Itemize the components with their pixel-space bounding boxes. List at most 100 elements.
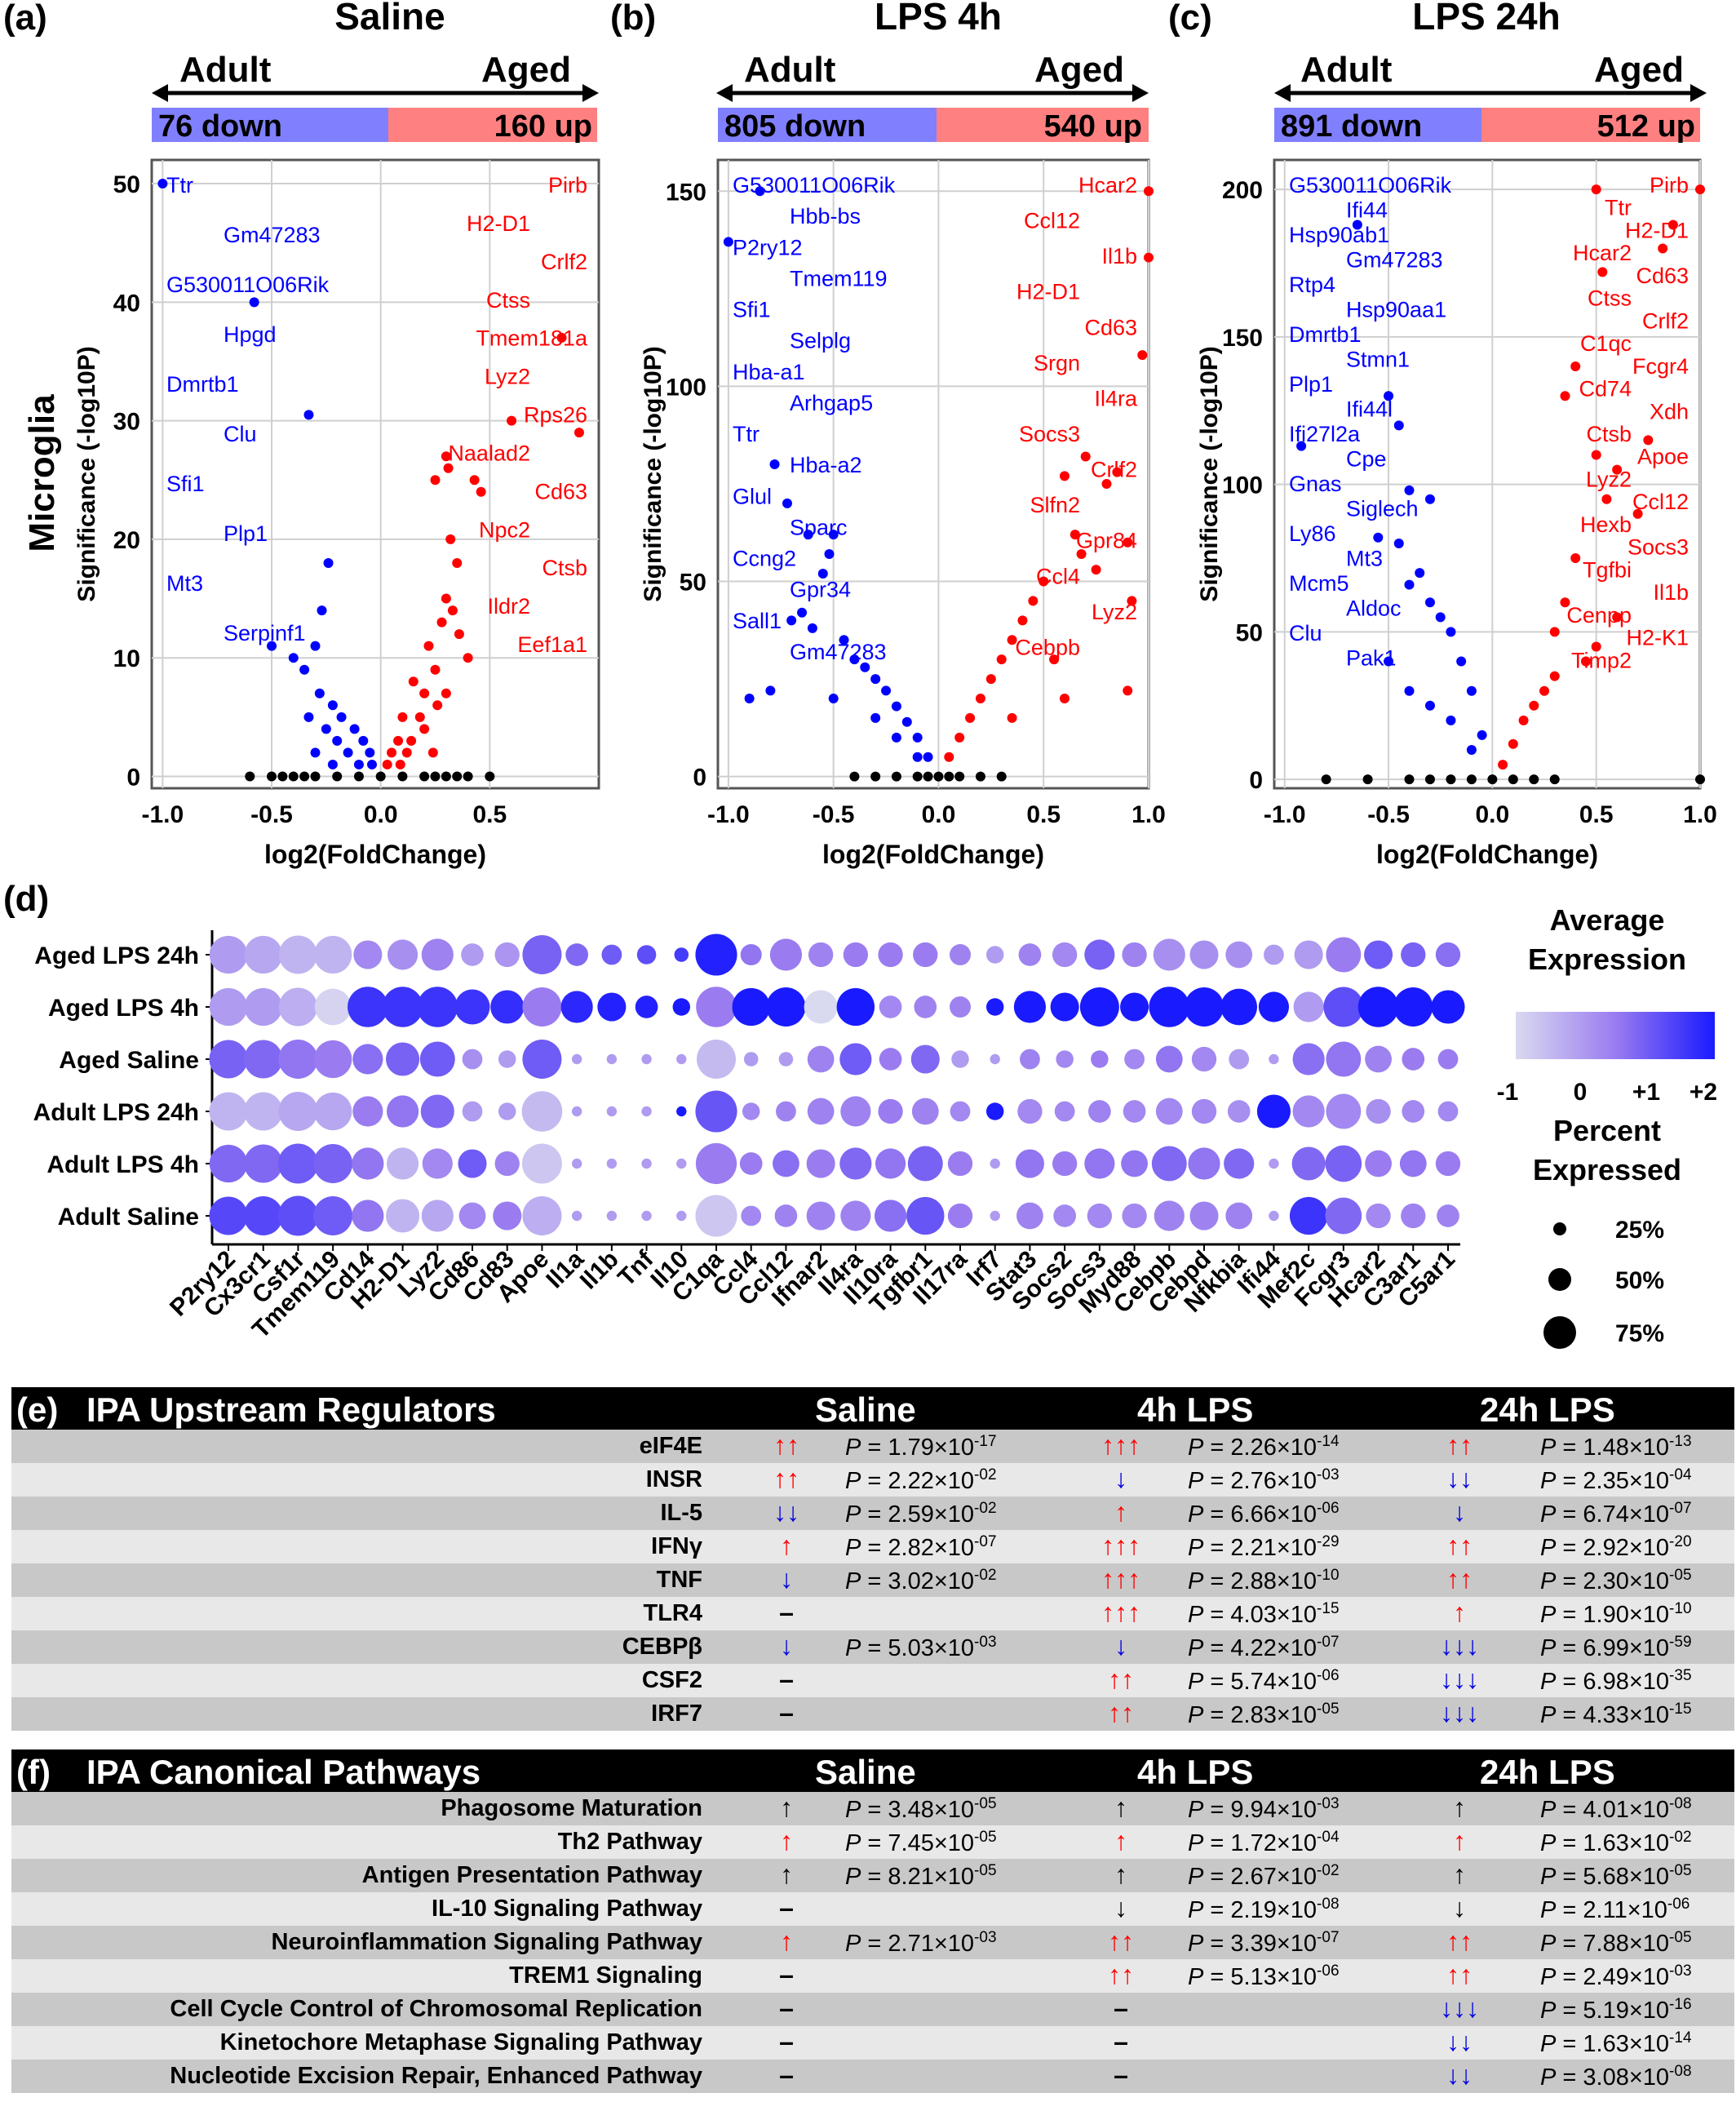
gene-label-down: Ttr xyxy=(166,173,193,197)
expression-dot xyxy=(1325,1197,1362,1235)
gene-label-down: Hpgd xyxy=(224,322,277,347)
expression-dot xyxy=(1393,987,1433,1027)
direction-arrow: ↑ xyxy=(780,1793,793,1822)
gene-label-down: Selplg xyxy=(790,329,851,353)
panel-b-down-count: 805 down xyxy=(724,109,866,144)
expression-dot xyxy=(601,944,622,965)
expression-dot xyxy=(606,1106,618,1117)
panel-c-title: LPS 24h xyxy=(1412,0,1561,38)
expression-dot xyxy=(278,1092,318,1131)
direction-arrow: ↑↑ xyxy=(1446,1531,1472,1560)
expression-dot xyxy=(1256,1094,1291,1129)
expression-dot xyxy=(244,987,282,1027)
gene-label-up: Apoe xyxy=(1637,445,1689,469)
expression-dot xyxy=(1357,987,1399,1027)
p-value: P = 2.88×10-10 xyxy=(1188,1567,1340,1594)
expression-dot xyxy=(571,1210,582,1222)
canonical-col-4h: 4h LPS xyxy=(1137,1753,1254,1791)
gene-label-down: Hba-a1 xyxy=(733,360,805,384)
gene-label-down: Gm47283 xyxy=(1346,248,1443,273)
gene-label-down: G530011O06Rik xyxy=(166,273,330,297)
expression-dot xyxy=(1188,1147,1220,1180)
data-point xyxy=(797,607,808,618)
expression-dot xyxy=(676,1106,687,1117)
expression-dot xyxy=(462,1049,483,1070)
data-point xyxy=(912,752,923,762)
data-point xyxy=(1373,532,1384,543)
expression-dot xyxy=(243,1196,283,1235)
x-tick-label: -1.0 xyxy=(142,801,184,828)
expression-dot xyxy=(352,1044,383,1075)
expression-dot xyxy=(776,1101,796,1122)
data-point xyxy=(387,747,397,758)
gene-label-up: H2-D1 xyxy=(467,211,530,236)
gene-label-up: Ctss xyxy=(1588,286,1632,311)
p-value: P = 5.03×10-03 xyxy=(845,1634,997,1661)
table-row: Phagosome Maturation ↑ P = 3.48×10-05 ↑ P = … xyxy=(11,1792,1734,1825)
direction-arrow: ↓↓↓ xyxy=(1440,1698,1479,1727)
gene-label-up: Socs3 xyxy=(1019,422,1080,446)
gene-label-up: Ccl12 xyxy=(1632,490,1689,514)
gene-label-up: Gpr84 xyxy=(1076,529,1137,553)
p-value: P = 5.74×10-06 xyxy=(1188,1667,1340,1695)
expression-dot xyxy=(907,1146,943,1182)
expression-dot xyxy=(1054,1101,1075,1122)
expression-dot xyxy=(1079,987,1119,1027)
panel-c-up-bar xyxy=(1481,108,1700,142)
upstream-col-saline: Saline xyxy=(815,1390,916,1429)
data-point xyxy=(288,653,299,663)
data-point xyxy=(327,759,338,769)
y-tick-label: 0 xyxy=(126,764,140,791)
y-tick-label: 40 xyxy=(113,290,140,317)
data-point xyxy=(1560,391,1570,401)
expression-dot xyxy=(641,1106,652,1117)
data-point xyxy=(441,771,451,782)
expression-dot xyxy=(353,940,383,969)
p-value: P = 3.08×10-08 xyxy=(1540,2063,1692,2091)
expression-dot xyxy=(1149,987,1190,1027)
data-point xyxy=(382,759,392,769)
expression-dot xyxy=(1224,1148,1255,1179)
expression-dot xyxy=(739,1152,763,1175)
data-point xyxy=(1456,656,1467,667)
data-point xyxy=(314,688,325,698)
x-tick-label: 0.5 xyxy=(1026,801,1061,828)
expression-dot xyxy=(1155,1098,1183,1125)
upstream-col-24h: 24h LPS xyxy=(1480,1390,1615,1429)
direction-arrow: ↓ xyxy=(1453,1497,1466,1527)
data-point xyxy=(1007,712,1017,723)
data-point xyxy=(441,451,451,462)
x-tick-label: -0.5 xyxy=(250,801,293,828)
y-tick-label: 0 xyxy=(693,765,706,792)
upstream-title: IPA Upstream Regulators xyxy=(86,1390,496,1429)
direction-arrow: ↑ xyxy=(780,1860,793,1889)
data-point xyxy=(1487,774,1498,785)
gene-label-up: Tgfbi xyxy=(1583,557,1632,582)
data-point xyxy=(870,771,881,782)
panel-b-up-bar xyxy=(937,108,1149,142)
expression-dot xyxy=(740,944,762,965)
expression-dot xyxy=(420,1094,454,1129)
direction-arrow: ↑↑ xyxy=(1108,1698,1134,1727)
expression-dot xyxy=(278,935,317,974)
expression-dot xyxy=(1225,1202,1253,1230)
gene-label-down: Siglech xyxy=(1346,497,1419,521)
data-point xyxy=(288,771,299,782)
panel-a-arrowhead-left xyxy=(152,84,168,102)
p-value: P = 1.48×10-13 xyxy=(1540,1433,1692,1461)
x-tick-label: 0.5 xyxy=(1579,801,1614,828)
y-axis-label: Significance (-log10P) xyxy=(1196,346,1223,601)
expression-dot xyxy=(386,1147,419,1180)
gene-label-down: G530011O06Rik xyxy=(1289,173,1452,197)
direction-arrow: ↓↓↓ xyxy=(1440,1993,1479,2023)
data-point xyxy=(1404,774,1415,785)
row-label: CSF2 xyxy=(641,1667,702,1693)
data-point xyxy=(441,593,451,604)
legend-dot-50 xyxy=(1548,1268,1571,1291)
data-point xyxy=(366,759,377,769)
p-value: P = 8.21×10-05 xyxy=(845,1862,997,1890)
expression-dot xyxy=(1269,1158,1279,1169)
direction-arrow: – xyxy=(779,2060,794,2090)
table-row: Neuroinflammation Signaling Pathway ↑ P = … xyxy=(11,1926,1734,1959)
expression-dot xyxy=(244,1040,283,1079)
